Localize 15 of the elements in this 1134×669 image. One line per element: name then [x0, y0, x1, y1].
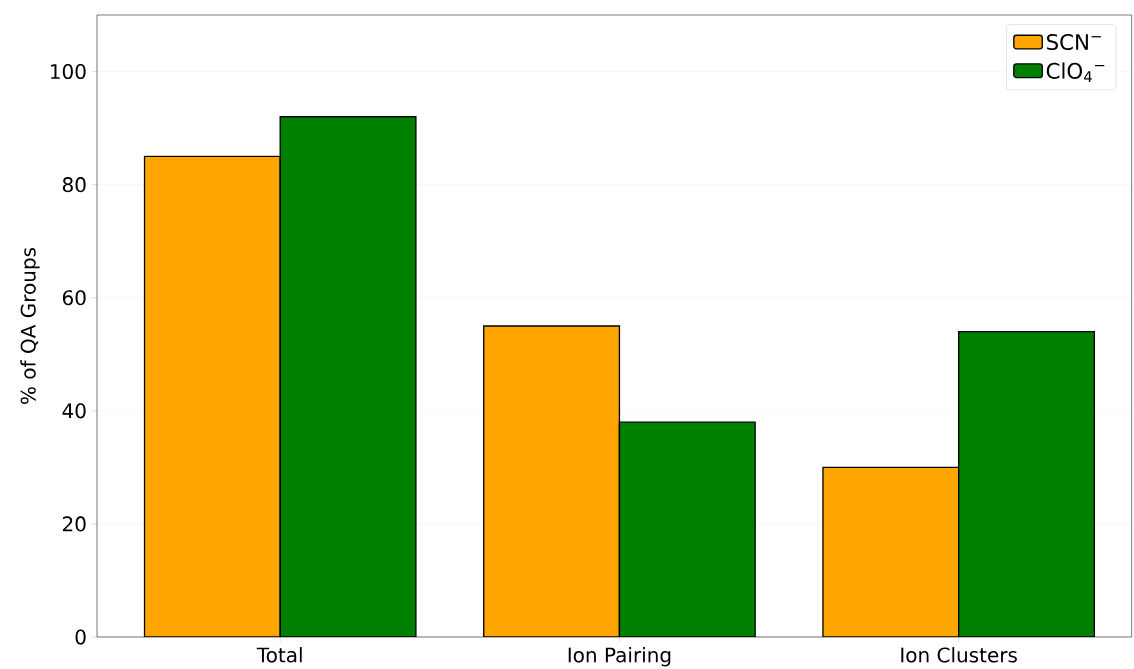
- y-tick-label: 100: [50, 63, 86, 80]
- y-tick-label: 20: [62, 516, 86, 532]
- x-tick-label: Total: [256, 647, 302, 663]
- y-tick-label: 40: [62, 403, 86, 419]
- legend-label: SCN$^{−}$: [1047, 33, 1101, 51]
- y-tick-label: 80: [62, 177, 86, 193]
- y-axis-title: % of QA Groups: [20, 247, 40, 404]
- x-tick-label: Ion Pairing: [568, 647, 671, 667]
- legend-label: ClO$_{4}$−: [1046, 62, 1105, 83]
- bar: [958, 330, 1096, 637]
- y-tick-label: 60: [62, 290, 86, 306]
- bar: [279, 116, 417, 637]
- y-tick-label: 0: [75, 629, 86, 645]
- x-tick-label: Ion Clusters: [901, 647, 1017, 663]
- bar: [618, 421, 756, 637]
